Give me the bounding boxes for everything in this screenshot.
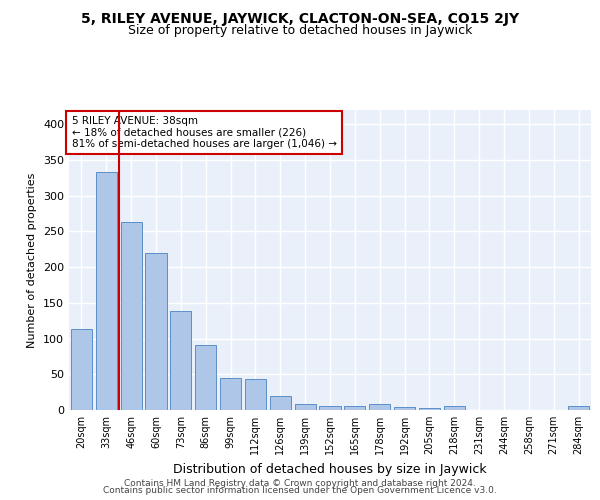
Bar [71,328,92,410]
Bar [245,378,266,410]
Bar [220,378,241,410]
Bar [96,172,117,410]
Bar [195,345,216,410]
Text: 5 RILEY AVENUE: 38sqm
← 18% of detached houses are smaller (226)
81% of semi-det: 5 RILEY AVENUE: 38sqm ← 18% of detached … [71,116,337,149]
Bar [419,408,440,410]
Bar [319,406,341,410]
Text: Size of property relative to detached houses in Jaywick: Size of property relative to detached ho… [128,24,472,37]
Y-axis label: Number of detached properties: Number of detached properties [28,172,37,348]
Bar [568,406,589,410]
Bar [344,406,365,410]
Text: Contains HM Land Registry data © Crown copyright and database right 2024.: Contains HM Land Registry data © Crown c… [124,478,476,488]
Bar [444,406,465,410]
Bar [394,407,415,410]
Bar [170,310,191,410]
X-axis label: Distribution of detached houses by size in Jaywick: Distribution of detached houses by size … [173,462,487,475]
Bar [145,253,167,410]
Bar [270,396,291,410]
Bar [369,404,390,410]
Bar [295,404,316,410]
Bar [121,222,142,410]
Text: Contains public sector information licensed under the Open Government Licence v3: Contains public sector information licen… [103,486,497,495]
Text: 5, RILEY AVENUE, JAYWICK, CLACTON-ON-SEA, CO15 2JY: 5, RILEY AVENUE, JAYWICK, CLACTON-ON-SEA… [81,12,519,26]
